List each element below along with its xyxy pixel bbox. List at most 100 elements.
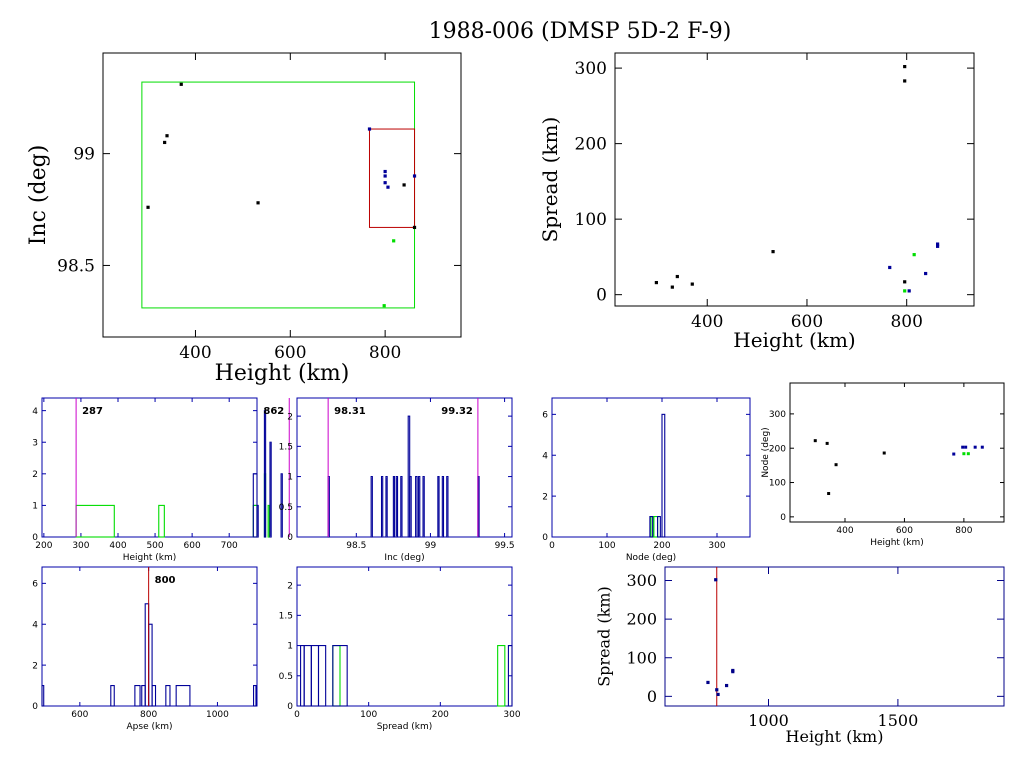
- histogram-bar: [657, 516, 661, 538]
- data-point: [163, 140, 167, 145]
- data-point: [813, 439, 817, 443]
- x-tick-label: 600: [71, 710, 88, 720]
- x-tick-label: 700: [221, 541, 238, 551]
- data-point: [402, 183, 406, 187]
- y-tick-label: 0: [647, 687, 657, 706]
- marker-label: 800: [155, 575, 176, 586]
- x-tick-label: 800: [890, 312, 922, 332]
- y-tick-label: 4: [542, 451, 548, 461]
- histogram-bar: [370, 476, 373, 538]
- x-tick-label: 600: [791, 312, 823, 332]
- y-tick-label: 98.5: [57, 256, 95, 276]
- plot-frame: [664, 566, 1005, 707]
- spread-vs-height-ylabel: Spread (km): [538, 117, 562, 243]
- data-point: [383, 181, 387, 185]
- y-tick-label: 99: [73, 145, 95, 165]
- data-point: [690, 282, 694, 286]
- data-point: [834, 463, 838, 467]
- data-point: [392, 239, 396, 243]
- x-tick-label: 0: [549, 541, 555, 551]
- histogram-bar: [252, 504, 258, 538]
- plot-frame: [789, 382, 1005, 523]
- plot-frame: [41, 397, 258, 538]
- data-point: [980, 445, 984, 449]
- histogram-bar: [446, 476, 449, 538]
- spread-vs-height-wide-xlabel: Height (km): [786, 727, 884, 746]
- x-tick-label: 400: [836, 526, 853, 536]
- node-hist-chart: 0 100 200 300 0 2 4 6 Node (deg): [542, 397, 751, 563]
- y-tick-label: 2: [542, 492, 548, 502]
- data-point: [383, 174, 387, 178]
- histogram-bar: [418, 476, 421, 538]
- y-tick-label: 100: [626, 648, 657, 667]
- inc-hist-chart: 98.5 99 99.5 0 0.5 1 1.5 2 Inc (deg) 98.31 99.32: [279, 397, 515, 563]
- marker-label: 98.31: [334, 406, 366, 417]
- data-point: [716, 692, 720, 697]
- x-tick-label: 300: [72, 541, 89, 551]
- data-point: [412, 225, 417, 230]
- y-tick-label: 2: [32, 470, 38, 480]
- histogram-bar: [41, 685, 45, 707]
- histogram-bar: [437, 476, 440, 538]
- x-tick-label: 200: [35, 541, 52, 551]
- y-tick-label: 200: [769, 444, 786, 454]
- data-point: [383, 169, 387, 174]
- spread-vs-height-wide-chart: 1000 1500 0 100 200 300 Height (km) Spread (km): [594, 566, 1005, 746]
- x-tick-label: 300: [503, 710, 520, 720]
- histogram-bar: [380, 476, 384, 538]
- data-point: [724, 683, 729, 688]
- plot-frame: [614, 52, 975, 307]
- y-tick-label: 0: [32, 533, 38, 543]
- histogram-bar: [422, 476, 425, 538]
- histogram-bar: [253, 685, 257, 707]
- histogram-bar: [280, 473, 283, 538]
- x-tick-label: 400: [179, 343, 211, 363]
- data-point: [386, 185, 390, 189]
- spread-vs-height-xlabel: Height (km): [733, 328, 855, 352]
- data-point: [903, 289, 907, 293]
- data-point: [706, 680, 710, 685]
- histogram-bar: [441, 476, 445, 538]
- x-tick-label: 200: [653, 541, 670, 551]
- plot-frame: [296, 566, 513, 707]
- histogram-bar: [661, 413, 666, 538]
- histogram-bar: [165, 685, 171, 707]
- y-tick-label: 0.5: [279, 503, 293, 513]
- range-box: [141, 81, 416, 309]
- y-tick-label: 0.5: [279, 672, 293, 682]
- y-tick-label: 100: [769, 479, 786, 489]
- range-box: [368, 128, 416, 228]
- histogram-bar: [267, 504, 270, 538]
- y-tick-label: 4: [32, 620, 38, 630]
- x-tick-label: 99.5: [495, 541, 515, 551]
- data-point: [936, 244, 940, 248]
- data-point: [912, 253, 916, 257]
- y-tick-label: 2: [32, 661, 38, 671]
- data-point: [715, 688, 719, 692]
- data-point: [731, 668, 735, 673]
- histogram-bar: [110, 685, 115, 707]
- y-tick-label: 4: [32, 407, 38, 417]
- data-point: [675, 274, 679, 279]
- y-tick-label: 300: [769, 410, 786, 420]
- y-tick-label: 3: [32, 438, 38, 448]
- height-hist-chart: 200 300 400 500 600 700 0 1 2 3 4 Height (km) 287 862: [32, 397, 290, 563]
- y-tick-label: 1.5: [279, 611, 293, 621]
- y-tick-label: 0: [542, 533, 548, 543]
- histogram-bar: [134, 685, 141, 707]
- y-tick-label: 0: [32, 702, 38, 712]
- data-point: [827, 492, 831, 496]
- y-tick-label: 6: [32, 580, 38, 590]
- histogram-bar: [332, 645, 341, 707]
- histogram-bar: [332, 645, 348, 707]
- spread-hist-xlabel: Spread (km): [377, 722, 433, 732]
- x-tick-label: 800: [140, 710, 157, 720]
- x-tick-label: 400: [691, 312, 723, 332]
- y-tick-label: 200: [575, 135, 607, 155]
- y-tick-label: 1: [32, 502, 38, 512]
- data-point: [146, 205, 150, 209]
- x-tick-label: 600: [184, 541, 201, 551]
- marker-label: 99.32: [441, 406, 473, 417]
- spread-vs-height-chart: 400 600 800 0 100 200 300 Height (km) Spread (km…: [538, 52, 975, 352]
